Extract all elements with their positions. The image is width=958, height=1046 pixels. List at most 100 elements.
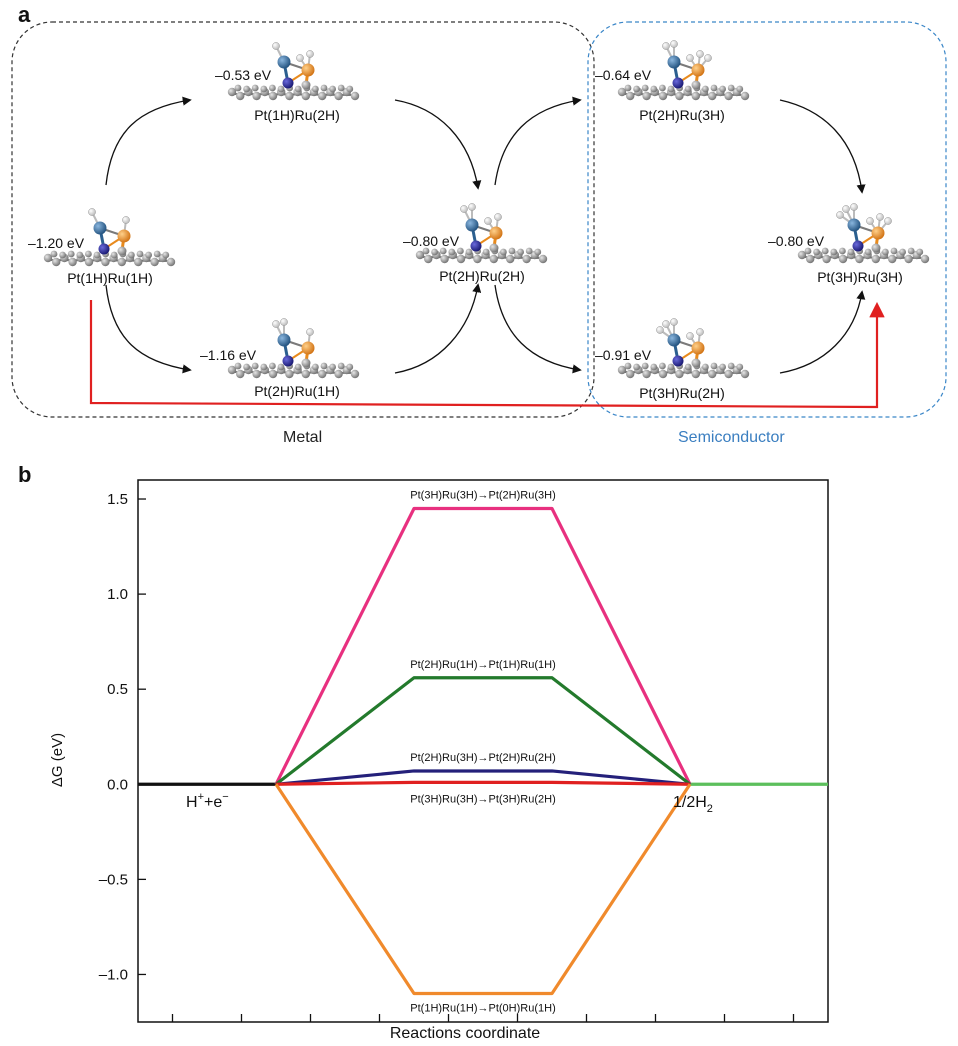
energy-label-pt1h-ru2h: –0.53 eV bbox=[215, 67, 272, 83]
ru-atom bbox=[871, 226, 885, 240]
pt-atom bbox=[93, 221, 107, 235]
pt-atom bbox=[465, 218, 479, 232]
hydrogen-atom bbox=[494, 213, 502, 221]
series-line-2 bbox=[275, 676, 691, 786]
red-direct-path bbox=[89, 300, 885, 409]
energy-label-pt3h-ru3h: –0.80 eV bbox=[768, 233, 825, 249]
hydrogen-atom bbox=[686, 332, 694, 340]
hydrogen-atom bbox=[280, 318, 288, 326]
metal-label: Metal bbox=[283, 429, 322, 446]
nitrogen-atom bbox=[98, 243, 110, 255]
arrow-1-to-3 bbox=[105, 284, 192, 374]
pt-atom bbox=[667, 333, 681, 347]
hydrogen-atom bbox=[670, 318, 678, 326]
state-name-pt1h-ru2h: Pt(1H)Ru(2H) bbox=[254, 107, 340, 123]
y-tick-label: 0.5 bbox=[107, 681, 128, 698]
panel-b-label: b bbox=[18, 462, 32, 487]
hydrogen-atom bbox=[662, 320, 670, 328]
energy-label-pt2h-ru2h: –0.80 eV bbox=[403, 233, 460, 249]
hydrogen-atom bbox=[460, 205, 468, 213]
molecule-pt1h-ru1h bbox=[43, 208, 176, 267]
energy-label-pt2h-ru1h: –1.16 eV bbox=[200, 347, 257, 363]
state-name-pt2h-ru2h: Pt(2H)Ru(2H) bbox=[439, 268, 525, 284]
hydrogen-atom bbox=[88, 208, 96, 216]
hydrogen-atom bbox=[656, 326, 664, 334]
product-label: 1/2H2 bbox=[673, 794, 713, 815]
x-axis-label: Reactions coordinate bbox=[390, 1025, 540, 1042]
hydrogen-atom bbox=[272, 42, 280, 50]
molecule-pt2h-ru1h bbox=[227, 318, 360, 379]
hydrogen-atom bbox=[696, 50, 704, 58]
hydrogen-atom bbox=[850, 203, 858, 211]
arrow-2-to-4 bbox=[394, 99, 482, 190]
ru-atom bbox=[489, 226, 503, 240]
energy-label-pt2h-ru3h: –0.64 eV bbox=[595, 67, 652, 83]
carbon-sheet bbox=[617, 362, 750, 379]
pt-atom bbox=[277, 55, 291, 69]
hydrogen-atom bbox=[272, 320, 280, 328]
molecule-pt2h-ru2h bbox=[415, 203, 548, 264]
y-tick-label: 1.5 bbox=[107, 491, 128, 508]
hydrogen-atom bbox=[686, 54, 694, 62]
state-name-pt3h-ru3h: Pt(3H)Ru(3H) bbox=[817, 269, 903, 285]
arrow-4-to-5 bbox=[494, 96, 582, 186]
y-axis-label: ΔG (eV) bbox=[49, 733, 66, 787]
molecule-pt2h-ru3h bbox=[617, 40, 750, 101]
y-tick-label: –0.5 bbox=[99, 871, 128, 888]
ru-atom bbox=[301, 63, 315, 77]
series-line-1 bbox=[274, 506, 692, 785]
hydrogen-atom bbox=[842, 205, 850, 213]
arrow-1-to-2 bbox=[105, 96, 192, 186]
series-label-4: Pt(3H)Ru(3H)→Pt(3H)Ru(2H) bbox=[410, 793, 555, 805]
nitrogen-atom bbox=[282, 355, 294, 367]
y-tick-label: 1.0 bbox=[107, 586, 128, 603]
arrow-4-to-6 bbox=[494, 284, 582, 374]
state-name-pt1h-ru1h: Pt(1H)Ru(1H) bbox=[67, 270, 153, 286]
carbon-sheet bbox=[227, 84, 360, 101]
hydrogen-atom bbox=[836, 211, 844, 219]
hydrogen-atom bbox=[866, 217, 874, 225]
hydrogen-atom bbox=[876, 213, 884, 221]
arrow-3-to-4 bbox=[394, 283, 482, 374]
hydrogen-atom bbox=[296, 54, 304, 62]
hydrogen-atom bbox=[484, 217, 492, 225]
hydrogen-atom bbox=[696, 328, 704, 336]
nitrogen-atom bbox=[470, 240, 482, 252]
metal-region-box bbox=[11, 21, 595, 418]
state-name-pt2h-ru1h: Pt(2H)Ru(1H) bbox=[254, 383, 340, 399]
nitrogen-atom bbox=[672, 77, 684, 89]
carbon-sheet bbox=[617, 84, 750, 101]
state-name-pt3h-ru2h: Pt(3H)Ru(2H) bbox=[639, 385, 725, 401]
ru-atom bbox=[691, 341, 705, 355]
series-label-3: Pt(2H)Ru(3H)→Pt(2H)Ru(2H) bbox=[410, 752, 555, 764]
ru-atom bbox=[301, 341, 315, 355]
carbon-sheet bbox=[227, 362, 360, 379]
hydrogen-atom bbox=[306, 328, 314, 336]
nitrogen-atom bbox=[852, 240, 864, 252]
semiconductor-region-box bbox=[587, 21, 947, 418]
series-label-1: Pt(3H)Ru(3H)→Pt(2H)Ru(3H) bbox=[410, 490, 555, 502]
hydrogen-atom bbox=[662, 42, 670, 50]
arrow-5-to-7 bbox=[779, 99, 866, 194]
pt-atom bbox=[667, 55, 681, 69]
hydrogen-atom bbox=[704, 54, 712, 62]
arrow-6-to-7 bbox=[779, 290, 866, 374]
panel-a-label: a bbox=[18, 2, 31, 27]
ru-atom bbox=[691, 63, 705, 77]
y-tick-label: 0.0 bbox=[107, 776, 128, 793]
semiconductor-label: Semiconductor bbox=[678, 429, 785, 446]
molecule-pt1h-ru2h bbox=[227, 42, 360, 101]
molecule-pt3h-ru2h bbox=[617, 318, 750, 379]
pt-atom bbox=[847, 218, 861, 232]
series-line-4 bbox=[275, 780, 691, 786]
carbon-sheet bbox=[43, 250, 176, 267]
ru-atom bbox=[117, 229, 131, 243]
y-tick-label: –1.0 bbox=[99, 966, 128, 983]
nitrogen-atom bbox=[672, 355, 684, 367]
energy-label-pt1h-ru1h: –1.20 eV bbox=[28, 235, 85, 251]
reaction-scheme: Metal Semiconductor –1.20 eV Pt(1H)Ru(1H)… bbox=[11, 21, 947, 446]
series-line-5 bbox=[274, 783, 692, 996]
hydrogen-atom bbox=[670, 40, 678, 48]
carbon-sheet bbox=[415, 247, 548, 264]
nitrogen-atom bbox=[282, 77, 294, 89]
